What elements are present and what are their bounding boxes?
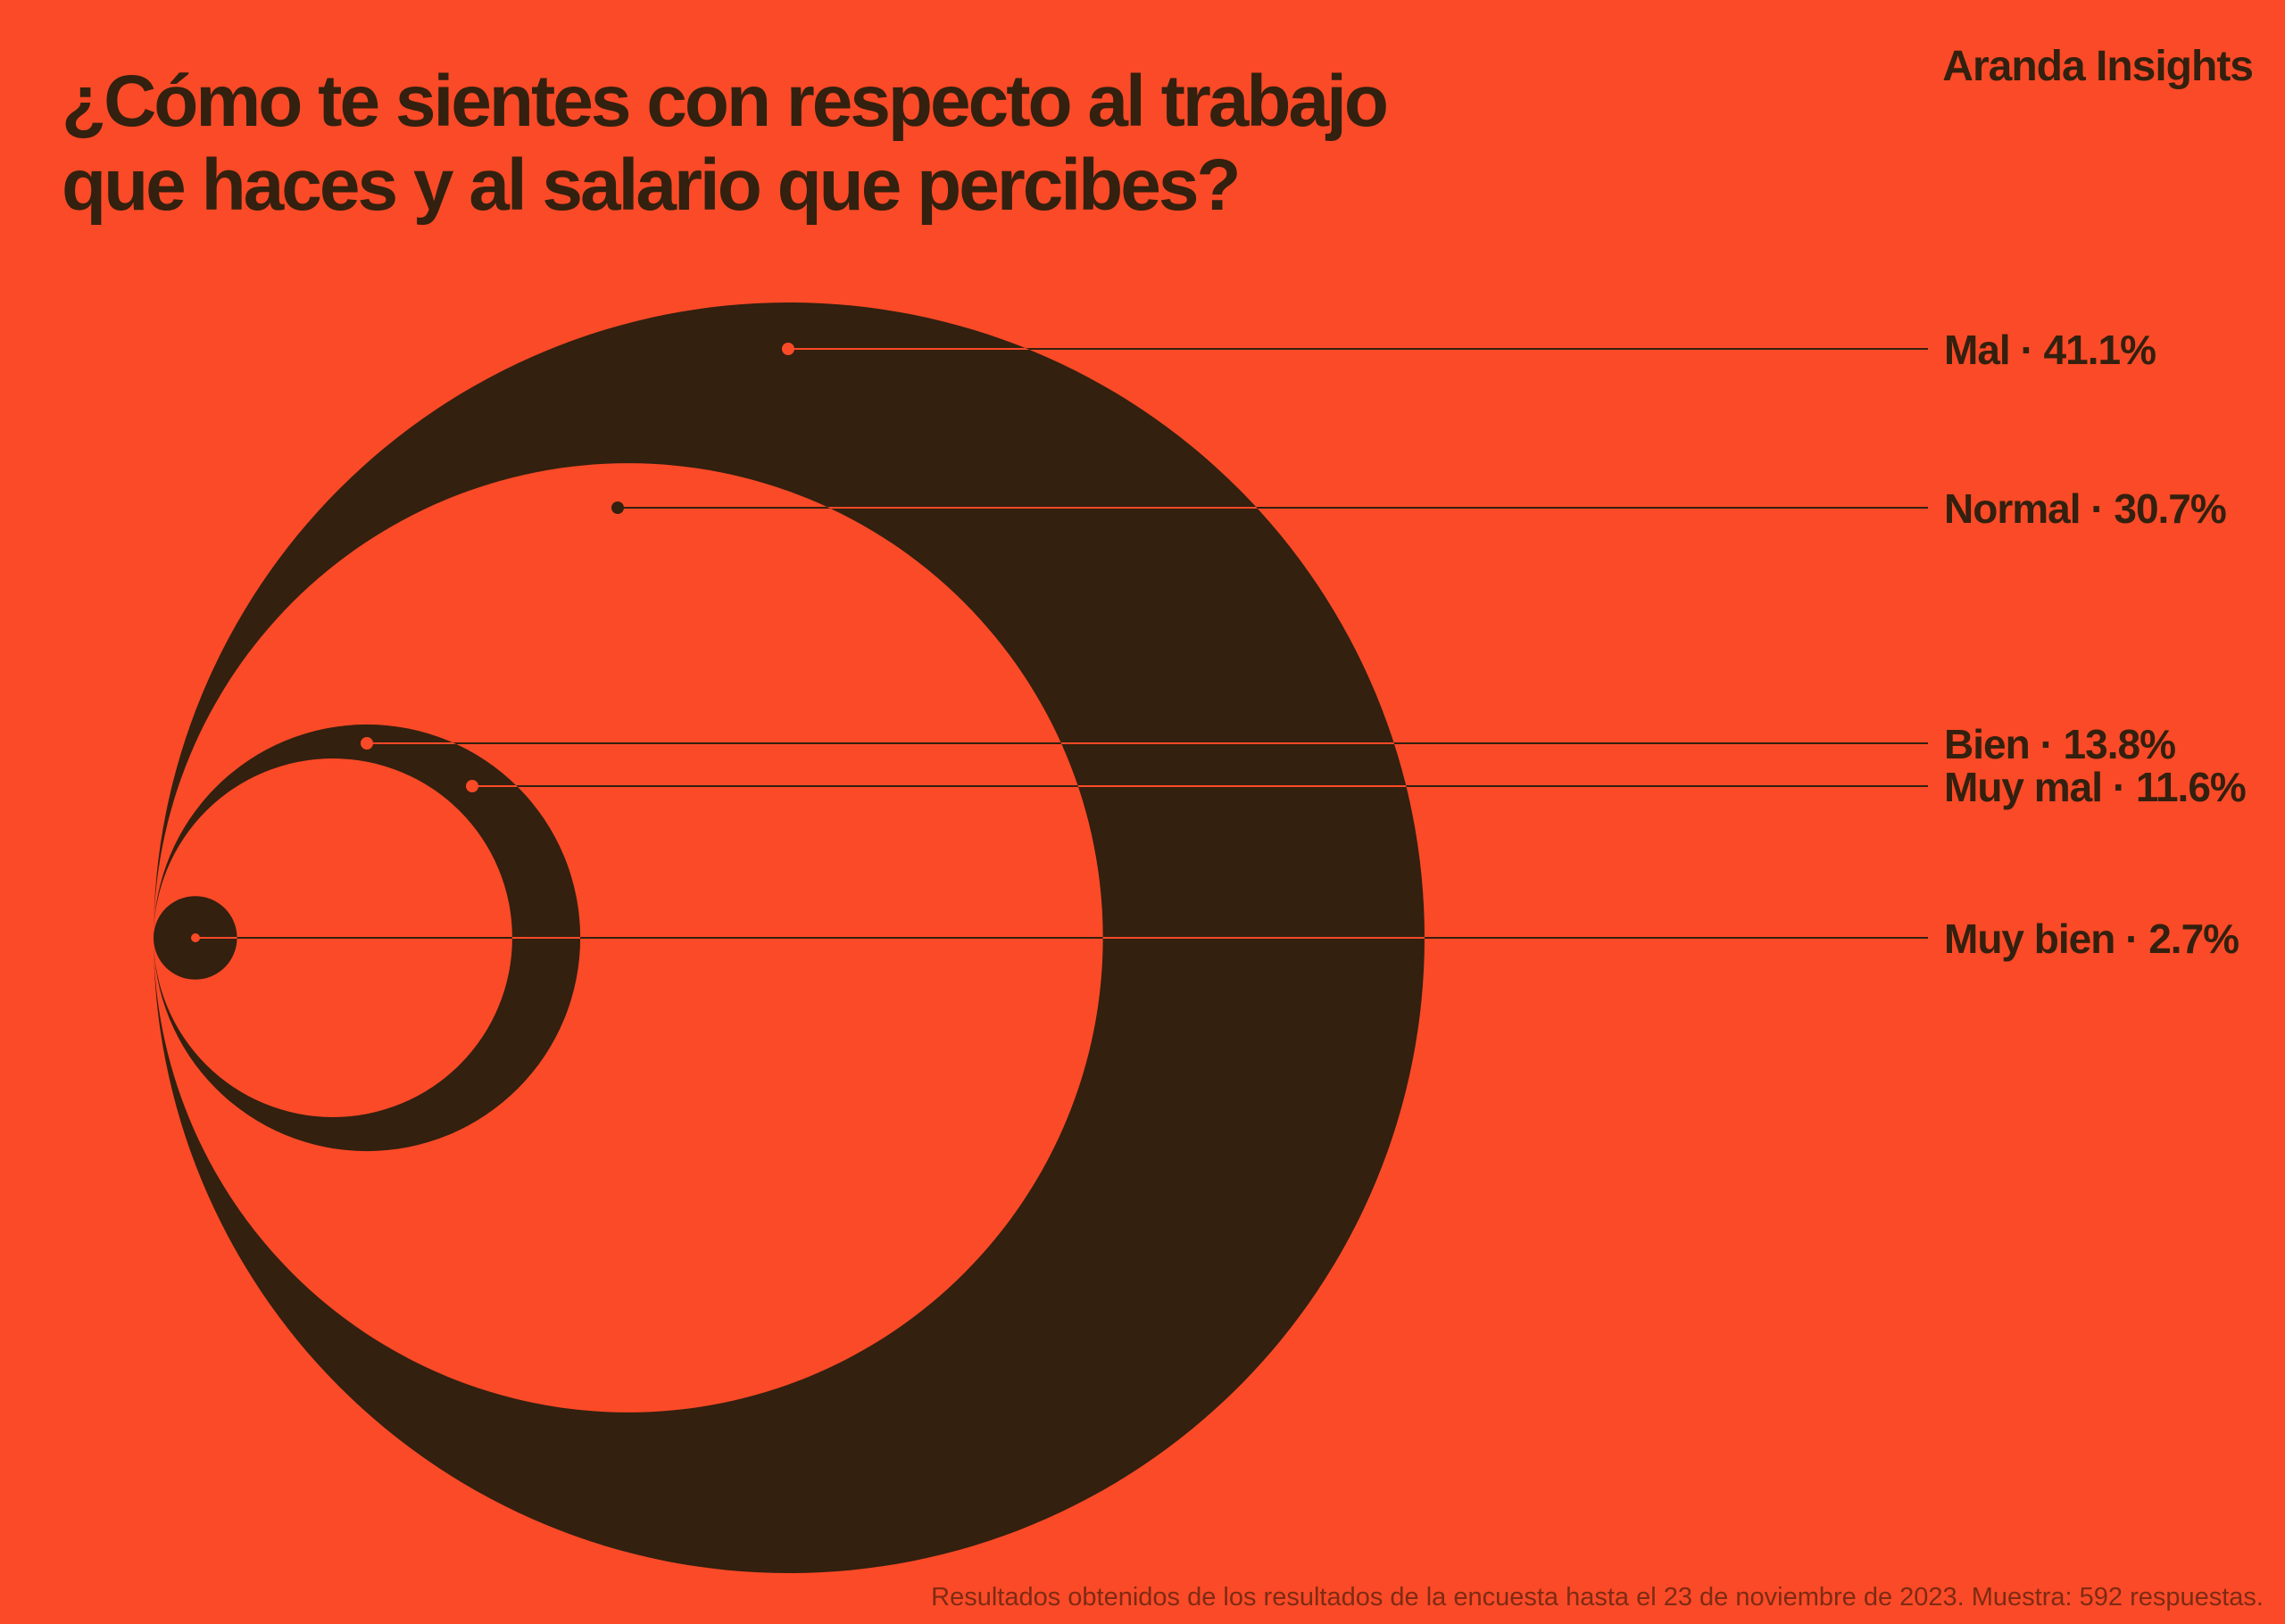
leader-dot-inverted bbox=[191, 933, 200, 942]
label-muy-bien: Muy bien · 2.7% bbox=[1944, 916, 2239, 962]
leader-dot-inverted bbox=[361, 737, 373, 750]
label-bien: Bien · 13.8% bbox=[1944, 721, 2176, 767]
page-title: ¿Cómo te sientes con respecto al trabajo… bbox=[62, 60, 1389, 228]
page-title-line1: ¿Cómo te sientes con respecto al trabajo bbox=[62, 61, 1389, 142]
nested-circles-shape bbox=[153, 302, 1425, 1574]
leader-dot-inverted bbox=[466, 780, 478, 792]
leader-dot-inverted bbox=[782, 343, 794, 355]
label-normal: Normal · 30.7% bbox=[1944, 485, 2227, 532]
label-muy-mal: Muy mal · 11.6% bbox=[1944, 764, 2247, 810]
source-footnote: Resultados obtenidos de los resultados d… bbox=[931, 1583, 2264, 1612]
leader-dot bbox=[611, 501, 624, 514]
brand-logo-text: Aranda Insights bbox=[1942, 43, 2254, 90]
label-mal: Mal · 41.1% bbox=[1944, 327, 2156, 373]
page-title-line2: que haces y al salario que percibes? bbox=[62, 145, 1242, 226]
